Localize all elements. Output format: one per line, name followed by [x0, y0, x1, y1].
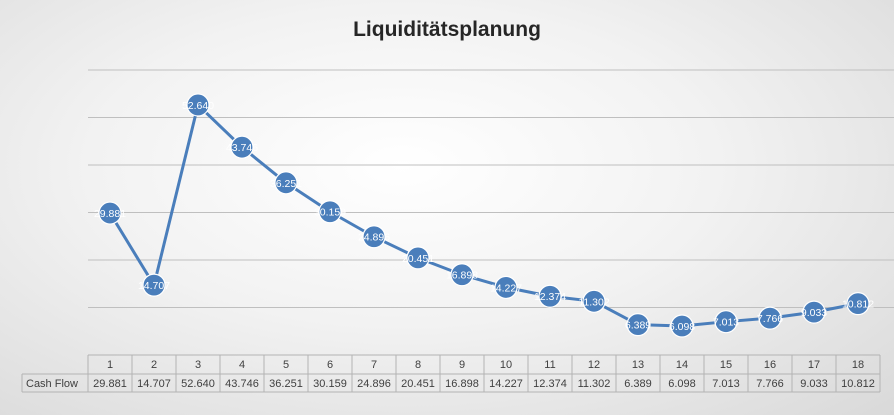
table-value-cell: 52.640 — [181, 378, 215, 390]
x-tick-label: 16 — [764, 359, 776, 371]
data-label: 14.707 — [138, 280, 170, 292]
table-row-label: Cash Flow — [26, 378, 78, 390]
data-label: 11.302 — [578, 296, 609, 308]
data-point — [802, 300, 826, 324]
data-point — [714, 310, 738, 334]
data-label: 30.159 — [314, 207, 346, 219]
x-tick-label: 14 — [676, 359, 688, 371]
data-point — [274, 171, 298, 195]
data-point — [450, 263, 474, 287]
table-value-cell: 9.033 — [800, 378, 828, 390]
data-label: 52.640 — [182, 100, 214, 112]
data-point — [758, 306, 782, 330]
data-point — [626, 313, 650, 337]
data-label: 43.746 — [226, 142, 258, 154]
data-label: 36.251 — [270, 178, 302, 190]
table-value-cell: 30.159 — [313, 378, 347, 390]
data-point — [582, 289, 606, 313]
table-value-cell: 11.302 — [578, 378, 611, 390]
table-value-cell: 7.766 — [756, 378, 784, 390]
data-point — [230, 135, 254, 159]
data-label: 10.812 — [842, 299, 874, 311]
x-tick-label: 6 — [327, 359, 333, 371]
data-label: 9.033 — [801, 307, 827, 319]
x-tick-label: 15 — [720, 359, 732, 371]
x-tick-label: 5 — [283, 359, 289, 371]
data-label: 16.898 — [446, 270, 478, 282]
data-point — [98, 201, 122, 225]
chart-title: Liquiditätsplanung — [353, 18, 541, 41]
table-value-cell: 20.451 — [401, 378, 435, 390]
x-tick-label: 4 — [239, 359, 245, 371]
table-value-cell: 14.707 — [137, 378, 171, 390]
data-label: 14.227 — [490, 282, 522, 294]
data-point — [318, 200, 342, 224]
x-tick-label: 2 — [151, 359, 157, 371]
data-point — [406, 246, 430, 270]
data-point — [362, 225, 386, 249]
x-tick-label: 18 — [852, 359, 864, 371]
x-tick-label: 9 — [459, 359, 465, 371]
data-label: 24.896 — [358, 232, 390, 244]
data-point — [186, 93, 210, 117]
data-label: 7.766 — [757, 313, 783, 325]
data-point — [494, 275, 518, 300]
table-value-cell: 24.896 — [357, 378, 391, 390]
table-value-cell: 36.251 — [269, 378, 303, 390]
x-tick-label: 12 — [588, 359, 600, 371]
table-value-cell: 14.227 — [489, 378, 523, 390]
table-value-cell: 29.881 — [93, 378, 127, 390]
x-tick-label: 11 — [544, 359, 555, 371]
table-value-cell: 12.374 — [533, 378, 567, 390]
table-value-cell: 6.098 — [668, 378, 696, 390]
x-tick-label: 17 — [808, 359, 820, 371]
data-point — [142, 273, 166, 297]
data-label: 29.881 — [94, 208, 126, 220]
table-value-cell: 7.013 — [712, 378, 740, 390]
x-tick-label: 3 — [195, 359, 201, 371]
table-value-cell: 10.812 — [841, 378, 875, 390]
data-point — [846, 292, 870, 316]
data-label: 20.451 — [402, 253, 434, 265]
data-label: 7.013 — [713, 317, 739, 329]
table-value-cell: 6.389 — [624, 378, 652, 390]
data-label: 12.374 — [534, 291, 566, 303]
x-tick-label: 13 — [632, 359, 644, 371]
table-value-cell: 43.746 — [225, 378, 259, 390]
x-tick-label: 1 — [107, 359, 113, 371]
data-point — [670, 314, 694, 338]
data-point — [538, 284, 562, 308]
cash-flow-series-line — [108, 103, 859, 328]
x-tick-label: 8 — [415, 359, 421, 371]
x-tick-label: 10 — [500, 359, 512, 371]
table-value-cell: 16.898 — [445, 378, 479, 390]
data-label: 6.389 — [625, 320, 651, 332]
data-label: 6.098 — [669, 321, 695, 333]
x-tick-label: 7 — [371, 359, 377, 371]
